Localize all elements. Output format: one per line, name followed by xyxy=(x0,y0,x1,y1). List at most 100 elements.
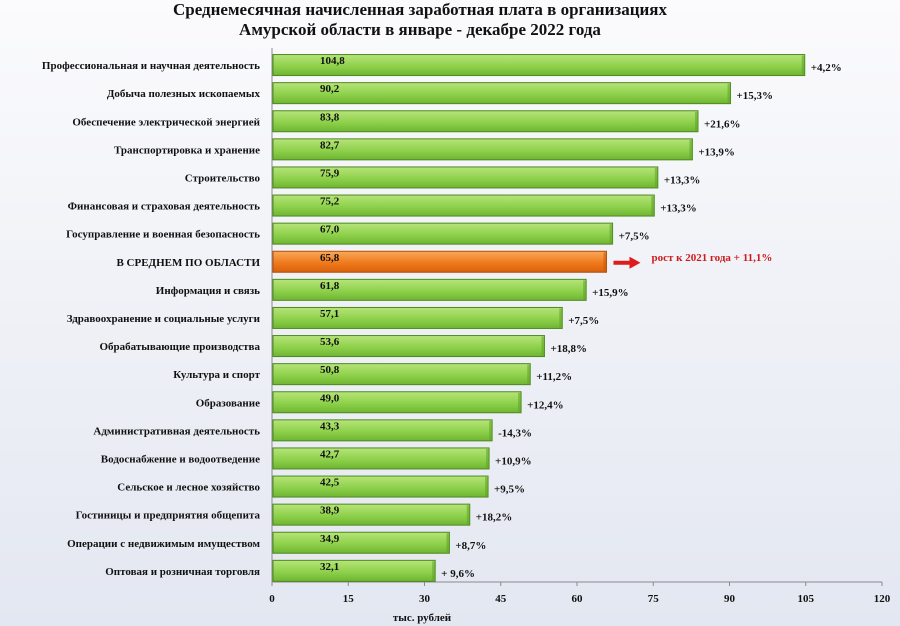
annotation-arrow-head xyxy=(629,256,641,269)
category-label-5: Финансовая и страховая деятельность xyxy=(68,201,261,213)
annotation-text: рост к 2021 года + 11,1% xyxy=(651,252,772,264)
value-label-7: 65,8 xyxy=(320,252,340,264)
category-label-14: Водоснабжение и водоотведение xyxy=(101,453,260,465)
change-label-1: +15,3% xyxy=(737,90,774,102)
bar-12 xyxy=(272,391,522,414)
category-label-8: Информация и связь xyxy=(156,285,260,297)
bar-edge-shade-14 xyxy=(486,448,490,468)
category-label-18: Оптовая и розничная торговля xyxy=(105,566,260,578)
bar-15 xyxy=(272,475,489,498)
category-label-11: Культура и спорт xyxy=(173,369,260,381)
x-tick-label-3: 45 xyxy=(495,593,507,605)
bar-edge-shade-11 xyxy=(527,364,531,384)
category-label-1: Добыча полезных ископаемых xyxy=(107,88,261,100)
change-label-16: +18,2% xyxy=(476,512,513,524)
change-label-3: +13,9% xyxy=(698,146,735,158)
bar-13 xyxy=(272,419,493,442)
bar-edge-shade-15 xyxy=(485,477,489,497)
x-tick-label-4: 60 xyxy=(572,593,584,605)
change-label-14: +10,9% xyxy=(495,455,532,467)
x-tick-label-1: 15 xyxy=(343,593,355,605)
category-label-7: В СРЕДНЕМ ПО ОБЛАСТИ xyxy=(116,257,260,269)
value-label-15: 42,5 xyxy=(320,477,340,489)
change-label-0: +4,2% xyxy=(811,62,842,74)
category-label-12: Образование xyxy=(196,397,260,409)
change-label-13: -14,3% xyxy=(498,427,532,439)
value-label-6: 67,0 xyxy=(320,224,340,236)
bar-edge-shade-7 xyxy=(603,252,607,272)
bar-16 xyxy=(272,503,471,526)
chart-title-line-1: Среднемесячная начисленная заработная пл… xyxy=(172,0,667,19)
value-label-0: 104,8 xyxy=(320,55,345,67)
bar-edge-shade-16 xyxy=(466,505,470,525)
x-tick-label-5: 75 xyxy=(648,593,660,605)
value-label-12: 49,0 xyxy=(320,392,340,404)
x-tick-label-8: 120 xyxy=(874,593,891,605)
bar-edge-shade-1 xyxy=(727,83,731,103)
change-label-15: +9,5% xyxy=(494,484,525,496)
category-label-16: Гостиницы и предприятия общепита xyxy=(76,510,261,522)
change-label-9: +7,5% xyxy=(568,315,599,327)
bar-edge-shade-12 xyxy=(518,392,522,412)
category-label-17: Операции с недвижимым имуществом xyxy=(67,538,260,550)
value-label-4: 75,9 xyxy=(320,167,340,179)
chart-title-line-2: Амурской области в январе - декабре 2022… xyxy=(239,20,601,39)
bar-edge-shade-9 xyxy=(559,308,563,328)
bar-edge-shade-4 xyxy=(654,167,658,187)
bar-11 xyxy=(272,363,531,386)
bar-1 xyxy=(272,82,732,105)
bar-edge-shade-5 xyxy=(651,196,655,216)
change-label-4: +13,3% xyxy=(664,174,701,186)
x-axis-label: тыс. рублей xyxy=(393,612,452,624)
value-label-18: 32,1 xyxy=(320,561,339,573)
value-label-5: 75,2 xyxy=(320,196,340,208)
category-label-3: Транспортировка и хранение xyxy=(114,144,260,156)
category-label-10: Обрабатывающие производства xyxy=(99,341,260,353)
category-label-6: Госуправление и военная безопасность xyxy=(66,229,260,241)
x-tick-label-2: 30 xyxy=(419,593,431,605)
bar-edge-shade-17 xyxy=(446,533,450,553)
value-label-8: 61,8 xyxy=(320,280,340,292)
category-label-9: Здравоохранение и социальные услуги xyxy=(67,313,261,325)
category-label-0: Профессиональная и научная деятельность xyxy=(42,60,260,72)
bar-18 xyxy=(272,559,436,582)
bar-edge-shade-8 xyxy=(583,280,587,300)
category-label-4: Строительство xyxy=(185,172,261,184)
bar-14 xyxy=(272,447,490,470)
change-label-17: +8,7% xyxy=(455,540,486,552)
value-label-2: 83,8 xyxy=(320,111,340,123)
x-tick-label-6: 90 xyxy=(724,593,736,605)
category-label-15: Сельское и лесное хозяйство xyxy=(117,482,260,494)
bar-edge-shade-6 xyxy=(609,224,613,244)
change-label-5: +13,3% xyxy=(660,203,697,215)
change-label-18: + 9,6% xyxy=(441,568,475,580)
value-label-13: 43,3 xyxy=(320,420,340,432)
category-label-2: Обеспечение электрической энергией xyxy=(72,116,260,128)
bar-edge-shade-0 xyxy=(801,55,805,75)
bar-9 xyxy=(272,306,563,329)
change-label-10: +18,8% xyxy=(550,343,587,355)
value-label-1: 90,2 xyxy=(320,83,340,95)
change-label-12: +12,4% xyxy=(527,399,564,411)
x-tick-label-0: 0 xyxy=(269,593,275,605)
value-label-9: 57,1 xyxy=(320,308,339,320)
category-label-13: Административная деятельность xyxy=(93,425,260,437)
value-label-16: 38,9 xyxy=(320,505,340,517)
value-label-17: 34,9 xyxy=(320,533,340,545)
bar-6 xyxy=(272,222,614,245)
bar-edge-shade-10 xyxy=(541,336,545,356)
bar-edge-shade-3 xyxy=(689,139,693,159)
x-tick-label-7: 105 xyxy=(798,593,815,605)
value-label-11: 50,8 xyxy=(320,364,340,376)
bar-edge-shade-13 xyxy=(489,420,493,440)
change-label-8: +15,9% xyxy=(592,287,629,299)
bar-0 xyxy=(272,54,806,77)
change-label-11: +11,2% xyxy=(536,371,572,383)
value-label-14: 42,7 xyxy=(320,448,340,460)
change-label-2: +21,6% xyxy=(704,118,741,130)
value-label-10: 53,6 xyxy=(320,336,340,348)
change-label-6: +7,5% xyxy=(619,231,650,243)
bar-17 xyxy=(272,531,450,554)
